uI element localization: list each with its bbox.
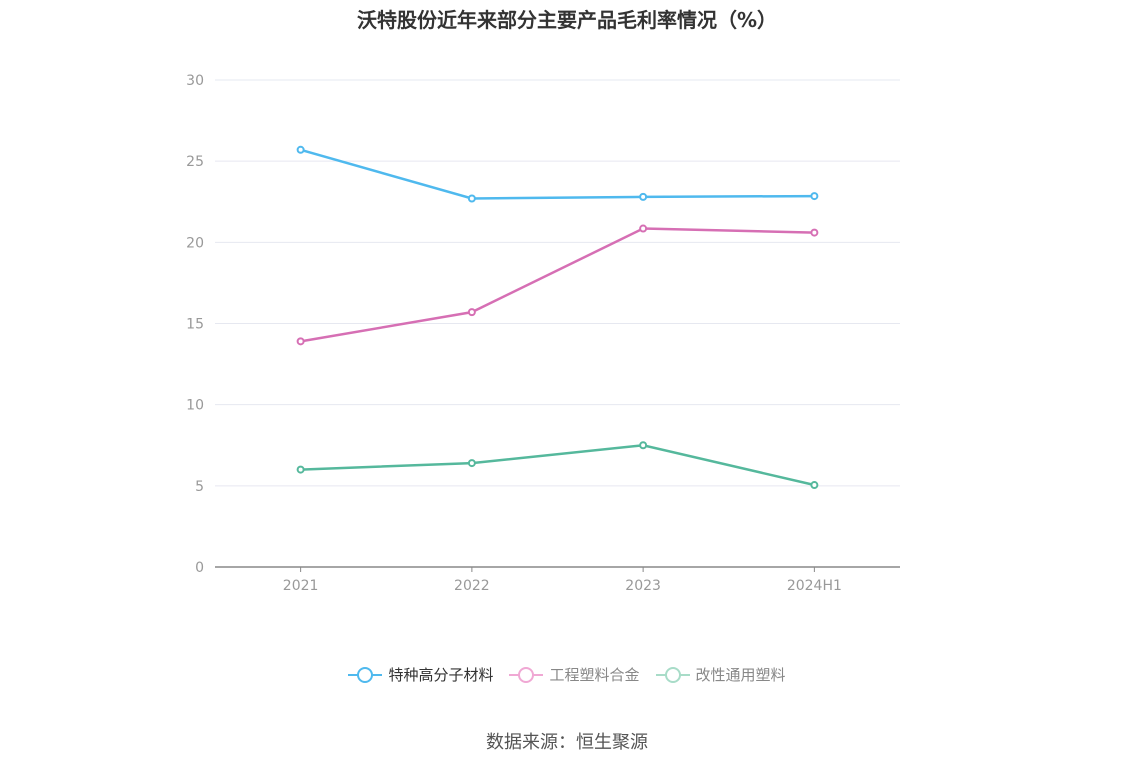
data-source: 数据来源：恒生聚源 — [486, 732, 648, 753]
legend-label: 特种高分子材料 — [388, 666, 494, 684]
y-tick-label: 30 — [186, 73, 204, 89]
series — [296, 145, 819, 490]
legend-item[interactable]: 改性通用塑料 — [655, 664, 786, 685]
x-tick-label: 2021 — [283, 578, 319, 594]
axes: 0 5 10 15 20 25 30 2021 2022 2023 2024H1 — [186, 73, 900, 594]
data-point — [296, 337, 305, 346]
legend-item[interactable]: 特种高分子材料 — [348, 664, 493, 685]
series-group — [296, 224, 819, 346]
data-point — [467, 459, 476, 468]
legend-marker-icon — [509, 666, 544, 683]
y-tick-label: 25 — [186, 154, 204, 170]
data-point — [810, 192, 819, 201]
series-line — [300, 443, 815, 487]
legend-label: 工程塑料合金 — [549, 666, 640, 684]
series-line — [300, 148, 815, 200]
data-point — [296, 145, 305, 154]
x-tick-label: 2022 — [454, 578, 490, 594]
y-tick-label: 15 — [186, 317, 204, 333]
data-point — [296, 465, 305, 474]
chart-title: 沃特股份近年来部分主要产品毛利率情况（%） — [356, 8, 778, 32]
legend-item[interactable]: 工程塑料合金 — [509, 664, 640, 685]
legend-marker-icon — [348, 666, 383, 683]
y-tick-label: 20 — [186, 235, 204, 251]
series-group — [296, 441, 819, 490]
data-point — [639, 192, 648, 201]
series-line — [300, 227, 815, 343]
data-point — [810, 481, 819, 490]
data-point — [639, 441, 648, 450]
gridlines — [215, 79, 900, 487]
legend-marker-icon — [655, 666, 690, 683]
data-point — [467, 308, 476, 317]
y-tick-label: 0 — [195, 560, 204, 576]
data-point — [467, 194, 476, 203]
data-point — [639, 224, 648, 233]
y-tick-label: 5 — [195, 479, 204, 495]
data-point — [810, 228, 819, 237]
legend-label: 改性通用塑料 — [695, 666, 786, 684]
line-chart: 0 5 10 15 20 25 30 2021 2022 2023 2024H1 — [186, 73, 900, 594]
legend: 特种高分子材料 工程塑料合金 改性通用塑料 — [0, 664, 1134, 685]
series-group — [296, 145, 819, 203]
y-tick-label: 10 — [186, 398, 204, 414]
x-tick-label: 2024H1 — [787, 578, 842, 594]
x-tick-label: 2023 — [625, 578, 661, 594]
